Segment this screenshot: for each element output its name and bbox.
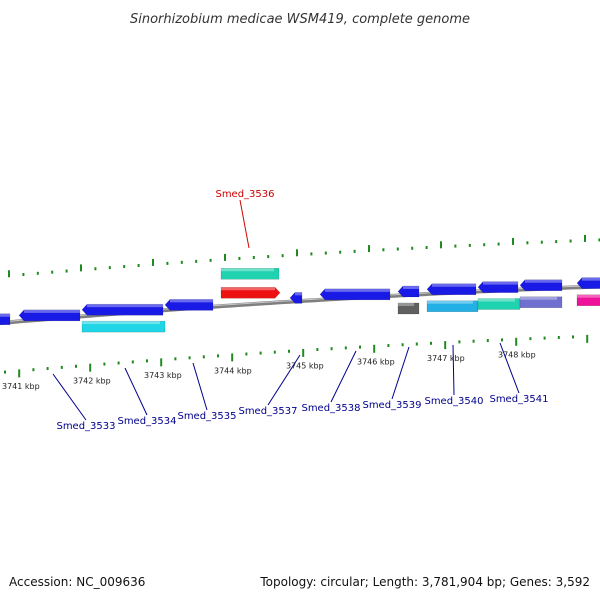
accession-label: Accession: NC_009636: [9, 575, 145, 589]
gene-highlight: [221, 287, 275, 291]
gene-feature: [164, 299, 214, 311]
gene-highlight: [478, 298, 515, 302]
kbp-label: 3744 kbp: [214, 366, 252, 375]
gene-label-bottom: Smed_3540: [424, 396, 483, 407]
gene-highlight: [525, 279, 562, 283]
gene-feature: [576, 277, 600, 289]
gene-feature: [81, 320, 166, 333]
gene-feature: [576, 294, 600, 306]
map-title: Sinorhizobium medicae WSM419, complete g…: [130, 12, 470, 27]
gene-feature: [519, 296, 563, 308]
outer-tick-track: [8, 234, 600, 278]
kbp-label: 3747 kbp: [427, 354, 465, 363]
gene-feature: [0, 313, 11, 326]
gene-feature: [397, 285, 420, 298]
gene-highlight: [82, 321, 160, 325]
gene-label-top: Smed_3536: [215, 189, 274, 200]
leader-line: [499, 342, 520, 394]
gene-highlight: [221, 268, 274, 272]
gene-feature: [477, 298, 521, 310]
gene-feature: [18, 309, 81, 322]
gene-highlight: [582, 277, 600, 281]
kbp-label: 3748 kbp: [498, 351, 536, 360]
kbp-label: 3741 kbp: [2, 382, 40, 391]
gene-feature: [397, 302, 420, 315]
gene-feature: [220, 286, 281, 299]
kbp-label: 3746 kbp: [357, 358, 395, 367]
gene-highlight: [87, 304, 163, 308]
gene-label-bottom: Smed_3534: [117, 416, 176, 427]
gene-highlight: [295, 292, 302, 296]
kbp-label: 3743 kbp: [144, 371, 182, 380]
gene-highlight: [403, 285, 419, 289]
gene-highlight: [432, 283, 476, 287]
gene-highlight: [24, 309, 80, 313]
leader-line: [239, 199, 250, 249]
kbp-label: 3745 kbp: [286, 362, 324, 371]
gene-highlight: [325, 288, 390, 292]
gene-feature: [319, 288, 391, 301]
gene-feature: [426, 283, 477, 296]
gene-highlight: [427, 300, 473, 304]
inner-tick-track: [4, 334, 589, 378]
leader-line: [267, 354, 301, 406]
gene-highlight: [483, 281, 518, 285]
gene-label-bottom: Smed_3533: [56, 421, 115, 432]
gene-highlight: [577, 294, 600, 298]
leader-line: [192, 362, 208, 411]
gene-feature: [289, 292, 303, 304]
leader-line: [52, 373, 87, 421]
gene-feature: [81, 303, 164, 316]
kbp-label: 3742 kbp: [73, 376, 111, 385]
gene-label-bottom: Smed_3538: [301, 403, 360, 414]
gene-feature: [426, 300, 479, 312]
gene-feature: [220, 268, 280, 280]
gene-features: [0, 268, 600, 333]
leader-line: [452, 344, 455, 396]
leader-line: [124, 367, 148, 416]
gene-label-bottom: Smed_3541: [489, 394, 548, 405]
gene-highlight: [170, 299, 213, 303]
gene-label-bottom: Smed_3537: [238, 406, 297, 417]
gene-highlight: [520, 296, 557, 300]
gene-label-bottom: Smed_3539: [362, 400, 421, 411]
gene-feature: [519, 279, 563, 291]
kbp-labels: 3741 kbp 3742 kbp 3743 kbp 3744 kbp 3745 kbp…: [2, 351, 536, 391]
gene-highlight: [398, 302, 414, 306]
topology-label: Topology: circular; Length: 3,781,904 bp…: [259, 575, 590, 589]
gene-label-bottom: Smed_3535: [177, 411, 236, 422]
leader-line: [391, 346, 410, 400]
leader-line: [330, 350, 357, 403]
gene-highlight: [0, 313, 10, 317]
gene-feature: [477, 281, 519, 293]
